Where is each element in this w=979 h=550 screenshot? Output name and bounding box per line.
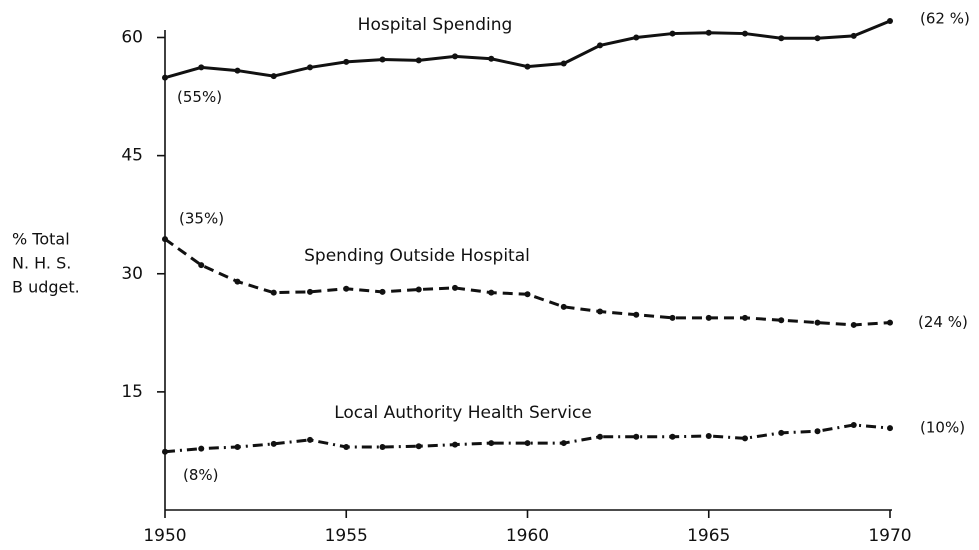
y-axis-label: % Total xyxy=(12,230,70,249)
y-tick-label: 15 xyxy=(121,382,143,402)
data-point xyxy=(850,421,857,428)
end-label: (24 %) xyxy=(918,313,968,331)
data-point xyxy=(343,58,350,65)
data-point xyxy=(488,55,495,62)
data-point xyxy=(560,60,567,67)
x-tick-label: 1950 xyxy=(143,526,186,546)
data-point xyxy=(597,308,603,315)
data-point xyxy=(669,30,676,37)
data-point xyxy=(415,57,422,64)
data-point xyxy=(162,236,168,243)
data-point xyxy=(597,42,603,49)
data-point xyxy=(778,35,785,42)
data-point xyxy=(415,286,422,293)
data-point xyxy=(524,440,531,447)
data-point xyxy=(850,321,857,328)
data-point xyxy=(488,440,495,447)
data-point xyxy=(198,262,205,269)
start-label: (8%) xyxy=(183,466,219,484)
data-point xyxy=(633,433,640,440)
data-point xyxy=(705,432,712,439)
data-point xyxy=(415,443,422,450)
data-point xyxy=(887,319,893,326)
y-axis-label: B udget. xyxy=(12,278,80,297)
data-point xyxy=(307,436,313,443)
data-point xyxy=(307,64,313,71)
data-point xyxy=(343,285,350,292)
data-point xyxy=(887,425,893,432)
series-label: Local Authority Health Service xyxy=(334,403,592,423)
x-tick-label: 1955 xyxy=(325,526,368,546)
start-label: (55%) xyxy=(177,88,222,106)
start-label: (35%) xyxy=(179,210,224,228)
data-point xyxy=(524,63,531,70)
data-point xyxy=(560,303,567,310)
y-tick-label: 45 xyxy=(121,146,143,166)
data-point xyxy=(379,288,386,295)
x-tick-label: 1970 xyxy=(868,526,911,546)
y-tick-label: 30 xyxy=(121,264,143,284)
y-axis-label: N. H. S. xyxy=(12,254,71,273)
data-point xyxy=(669,314,676,321)
data-point xyxy=(270,73,277,80)
end-label: (62 %) xyxy=(920,9,970,27)
data-point xyxy=(162,448,168,455)
data-point xyxy=(234,444,241,450)
data-point xyxy=(633,34,640,41)
data-point xyxy=(850,32,857,39)
data-point xyxy=(343,444,350,450)
data-point xyxy=(669,433,676,440)
series-line xyxy=(164,423,891,454)
data-point xyxy=(633,311,640,318)
data-point xyxy=(705,314,712,321)
data-point xyxy=(270,440,277,447)
data-point xyxy=(234,67,241,74)
data-point xyxy=(452,441,458,448)
data-point xyxy=(887,17,893,24)
data-point xyxy=(778,429,785,436)
data-point xyxy=(778,317,785,324)
data-point xyxy=(162,74,168,81)
data-point xyxy=(597,433,603,440)
data-point xyxy=(379,444,386,450)
data-point xyxy=(198,445,205,452)
data-point xyxy=(705,29,712,36)
x-tick-label: 1960 xyxy=(506,526,549,546)
y-tick-label: 60 xyxy=(121,28,143,48)
data-point xyxy=(488,289,495,296)
data-point xyxy=(452,284,458,291)
data-point xyxy=(814,35,821,42)
data-point xyxy=(560,440,567,447)
data-point xyxy=(270,289,277,296)
data-point xyxy=(742,314,748,321)
data-point xyxy=(524,291,531,298)
data-point xyxy=(307,288,313,295)
data-point xyxy=(814,319,821,326)
data-point xyxy=(234,278,241,285)
data-point xyxy=(198,64,205,71)
data-point xyxy=(742,30,748,37)
data-point xyxy=(379,56,386,63)
data-point xyxy=(452,53,458,60)
data-point xyxy=(742,435,748,442)
data-point xyxy=(814,428,821,435)
series-label: Hospital Spending xyxy=(358,15,513,35)
x-tick-label: 1965 xyxy=(687,526,730,546)
end-label: (10%) xyxy=(920,419,965,437)
series-label: Spending Outside Hospital xyxy=(304,246,530,266)
